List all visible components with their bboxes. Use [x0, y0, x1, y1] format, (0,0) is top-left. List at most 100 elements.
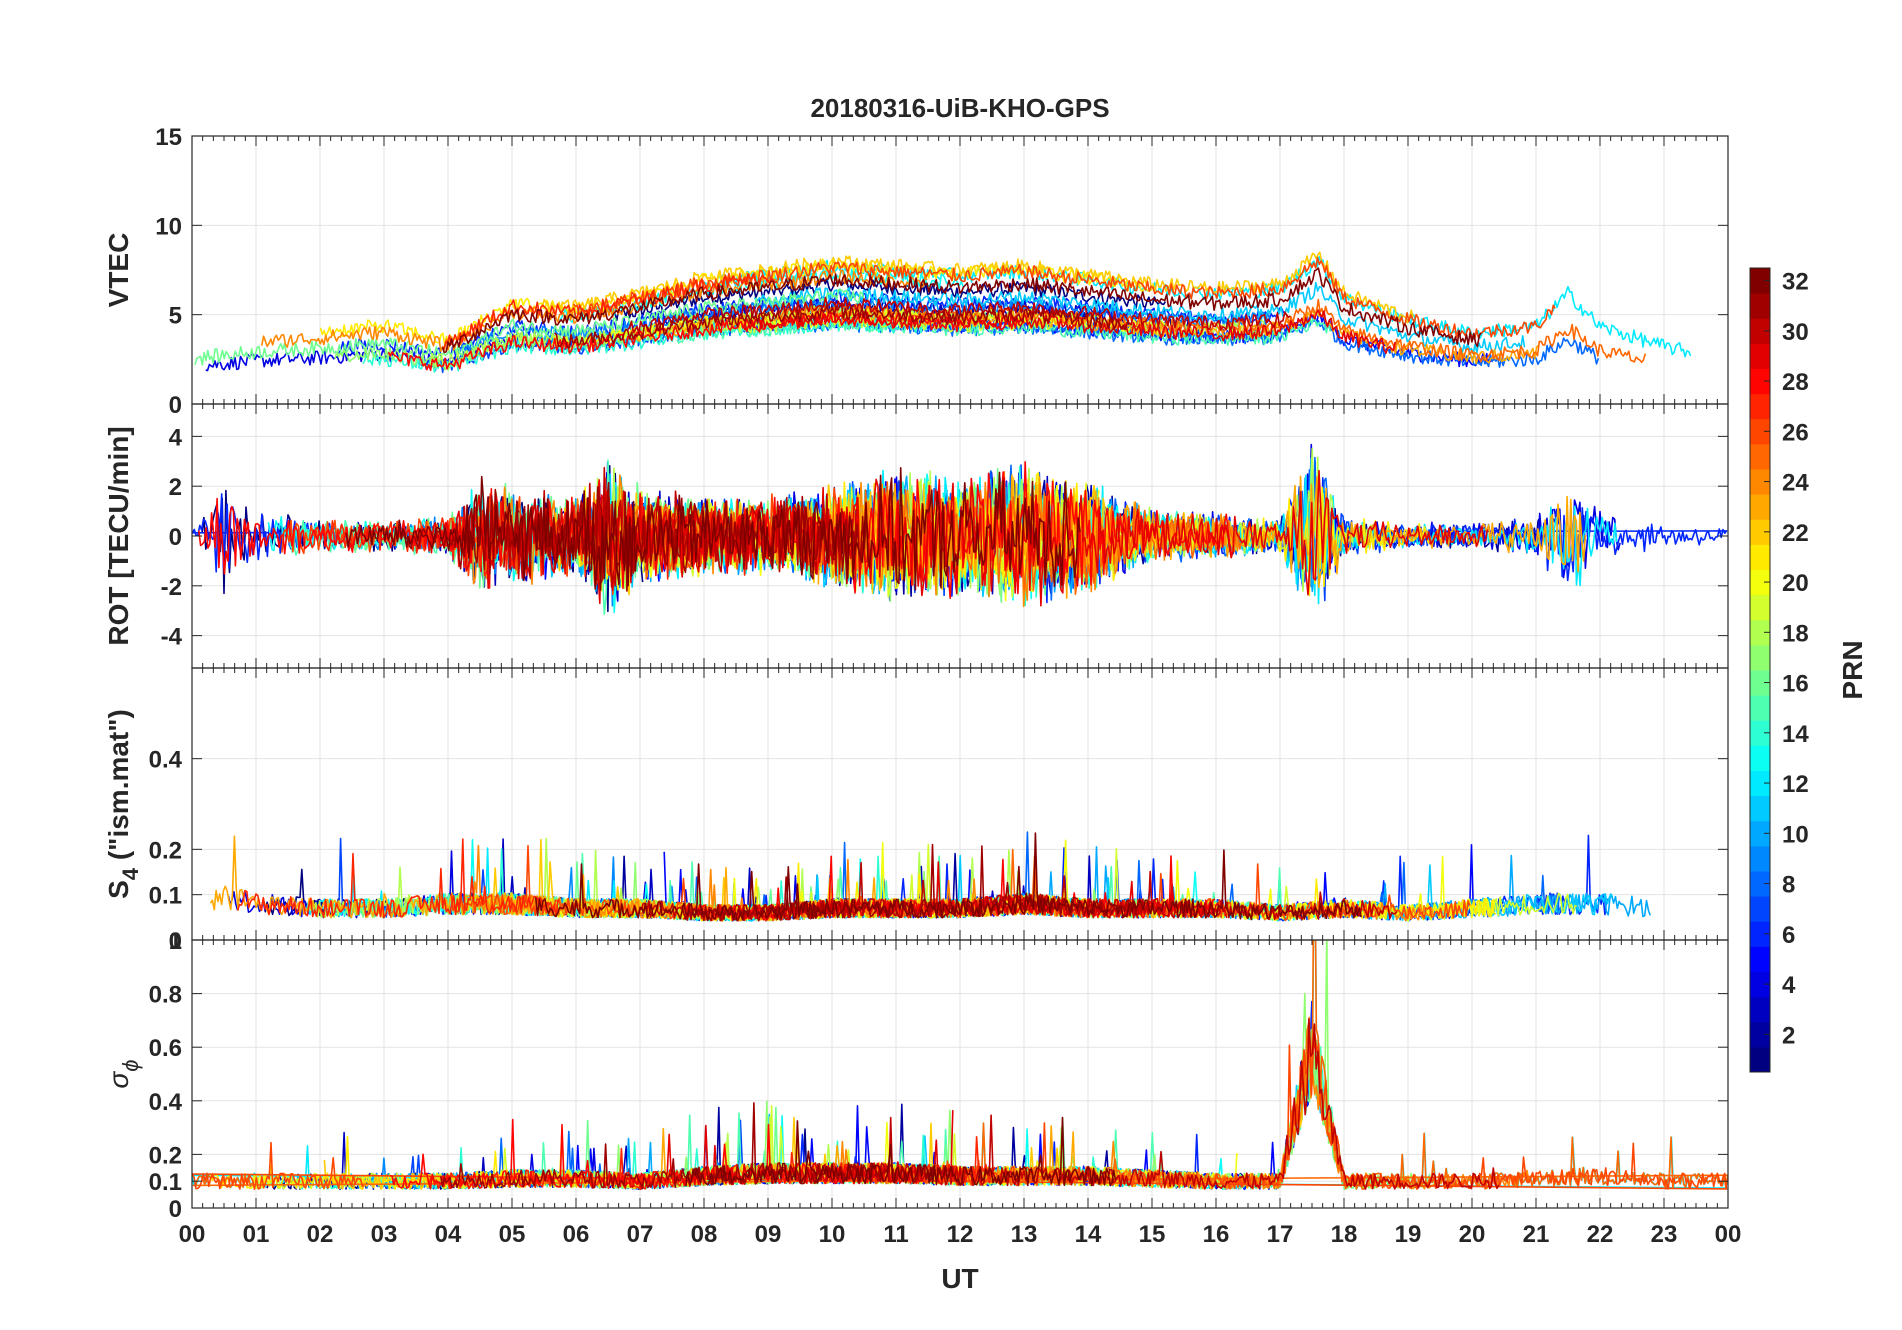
colorbar-tick-label: 10	[1782, 821, 1809, 848]
series-line-prn-31	[681, 843, 1140, 922]
series-line-prn-11	[753, 281, 1526, 355]
y-tick-label: 0.8	[149, 982, 182, 1009]
chart-title: 20180316-UiB-KHO-GPS	[810, 93, 1109, 123]
y-axis-title-main: S	[103, 880, 134, 899]
colorbar-title: PRN	[1837, 640, 1868, 699]
y-axis-title-sigma_phi: σϕ	[103, 1059, 143, 1088]
colorbar-segment-24	[1750, 469, 1770, 495]
colorbar-tick-label: 24	[1782, 470, 1809, 497]
series-group	[194, 251, 1692, 374]
y-tick-label: 0.4	[149, 1089, 183, 1116]
x-tick-label: 14	[1075, 1221, 1102, 1248]
series-line-prn-32	[441, 267, 1482, 354]
colorbar-frame	[1749, 267, 1771, 1073]
x-tick-label: 00	[1715, 1221, 1742, 1248]
colorbar-segment-28	[1750, 368, 1770, 395]
y-axis-title-main: σ	[103, 1071, 134, 1089]
x-tick-label: 17	[1267, 1221, 1294, 1248]
x-tick-label: 11	[883, 1221, 908, 1248]
y-axis-title-main: ROT [TECU/min]	[103, 426, 134, 645]
x-tick-label: 12	[947, 1221, 974, 1248]
x-tick-label: 21	[1523, 1221, 1550, 1248]
colorbar-tick-label: 16	[1782, 671, 1809, 698]
colorbar-segment-6	[1750, 921, 1770, 947]
colorbar-segment-13	[1750, 745, 1770, 771]
series-line-prn-1	[610, 277, 1167, 322]
x-tick-label: 01	[243, 1221, 270, 1248]
colorbar-tick-label: 4	[1782, 972, 1796, 999]
y-tick-label: 0	[169, 928, 182, 955]
y-tick-label: 10	[155, 213, 182, 240]
colorbar-segment-29	[1750, 343, 1770, 369]
y-tick-label: 4	[169, 424, 183, 451]
series-line-prn-30	[627, 296, 1291, 334]
series-line-prn-21	[319, 257, 1155, 346]
y-axis-title-vtec: VTEC	[103, 233, 134, 308]
y-tick-label: 15	[155, 124, 182, 151]
colorbar-segment-32	[1750, 268, 1770, 294]
colorbar-segment-5	[1750, 946, 1770, 972]
y-tick-label: 0.4	[149, 747, 183, 774]
colorbar-segment-19	[1750, 594, 1770, 621]
x-tick-label: 16	[1203, 1221, 1230, 1248]
y-tick-label: -2	[161, 574, 182, 601]
x-tick-label: 06	[563, 1221, 590, 1248]
colorbar-tick-label: 28	[1782, 369, 1809, 396]
colorbar-tick-label: 6	[1782, 922, 1795, 949]
colorbar-tick-label: 32	[1782, 269, 1809, 296]
y-axis-title-subscript: 4	[118, 867, 143, 880]
series-line-prn-22	[541, 251, 1414, 324]
y-axis-title-suffix: ("ism.mat")	[103, 709, 134, 868]
series-line-prn-28	[390, 1118, 885, 1190]
y-tick-label: 0	[169, 1196, 182, 1223]
colorbar-segment-22	[1750, 519, 1770, 545]
colorbar-segment-20	[1750, 569, 1770, 596]
y-tick-label: 0.2	[149, 1142, 182, 1169]
colorbar-segment-15	[1750, 695, 1770, 721]
colorbar-segment-7	[1750, 896, 1770, 922]
x-tick-label: 04	[435, 1221, 462, 1248]
series-line-prn-30	[807, 1018, 1500, 1190]
y-tick-label: 0	[169, 392, 182, 419]
y-tick-label: -4	[161, 624, 183, 651]
colorbar-segment-1	[1750, 1046, 1770, 1073]
x-tick-label: 19	[1395, 1221, 1422, 1248]
colorbar-tick-label: 30	[1782, 319, 1809, 346]
x-tick-label: 22	[1587, 1221, 1614, 1248]
x-tick-label: 08	[691, 1221, 718, 1248]
colorbar-segment-27	[1750, 393, 1770, 420]
colorbar-segment-9	[1750, 845, 1770, 872]
colorbar-tick-label: 8	[1782, 872, 1795, 899]
colorbar-segment-4	[1750, 971, 1770, 998]
series-line-prn-23	[630, 307, 1539, 365]
x-tick-label: 18	[1331, 1221, 1358, 1248]
colorbar-segment-14	[1750, 720, 1770, 746]
series-group	[192, 940, 1728, 1190]
colorbar-segment-17	[1750, 644, 1770, 671]
colorbar-segment-18	[1750, 619, 1770, 646]
x-tick-label: 07	[627, 1221, 654, 1248]
colorbar-tick-label: 18	[1782, 620, 1809, 647]
colorbar-segment-25	[1750, 443, 1770, 470]
x-tick-label: 20	[1459, 1221, 1486, 1248]
x-tick-label: 23	[1651, 1221, 1678, 1248]
x-tick-label: 03	[371, 1221, 398, 1248]
colorbar-segment-30	[1750, 318, 1770, 344]
colorbar-segment-10	[1750, 820, 1770, 847]
colorbar-segment-31	[1750, 293, 1770, 319]
colorbar-tick-label: 20	[1782, 570, 1809, 597]
colorbar-tick-label: 22	[1782, 520, 1809, 547]
colorbar-segment-23	[1750, 494, 1770, 520]
colorbar-tick-label: 12	[1782, 771, 1809, 798]
x-tick-label: 00	[179, 1221, 206, 1248]
series-line-prn-32	[534, 832, 1362, 922]
y-tick-label: 1	[169, 928, 182, 955]
x-tick-label: 05	[499, 1221, 526, 1248]
series-group	[209, 831, 1651, 922]
x-tick-label: 09	[755, 1221, 782, 1248]
colorbar-tick-label: 2	[1782, 1022, 1795, 1049]
colorbar-tick-label: 26	[1782, 419, 1809, 446]
